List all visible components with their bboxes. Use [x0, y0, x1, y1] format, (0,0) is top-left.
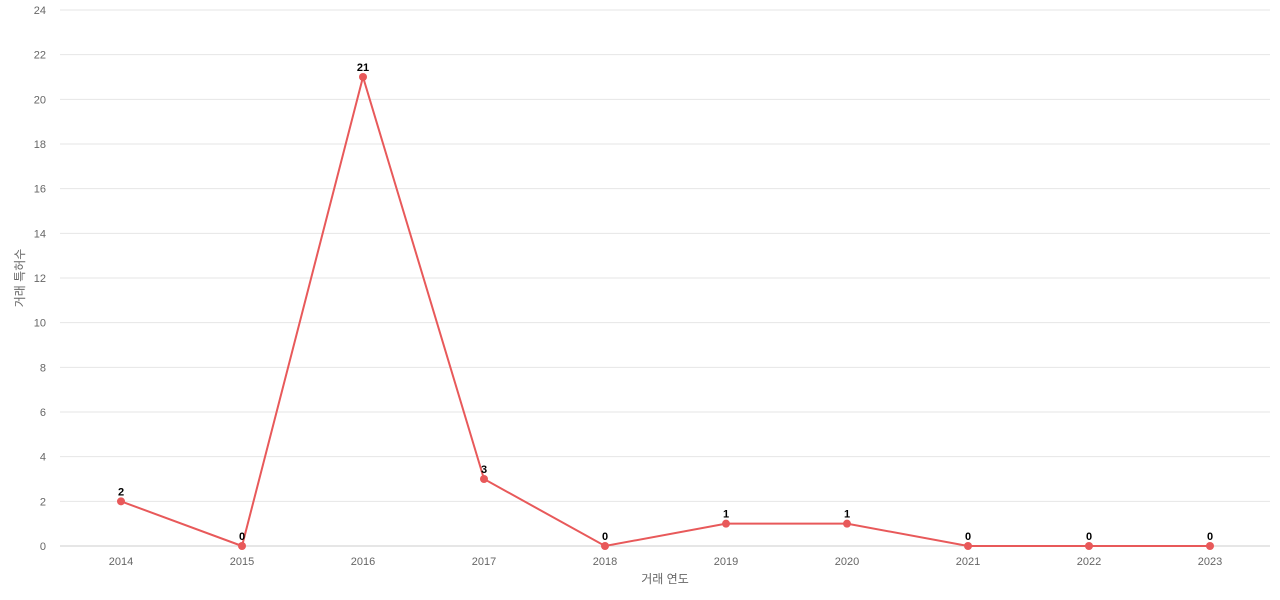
- x-tick-label: 2019: [714, 556, 738, 568]
- gridlines: [60, 9, 1270, 547]
- x-axis-ticks: 2014 2015 2016 2017 2018 2019 2020 2021 2022 2023: [109, 556, 1222, 568]
- data-point[interactable]: [480, 475, 488, 483]
- x-tick-label: 2017: [472, 556, 496, 568]
- data-label: 1: [844, 509, 850, 521]
- y-tick-label: 20: [34, 94, 46, 106]
- data-label: 3: [481, 464, 487, 476]
- y-tick-label: 22: [34, 50, 46, 62]
- x-tick-label: 2021: [956, 556, 980, 568]
- data-point[interactable]: [238, 542, 246, 550]
- y-tick-label: 10: [34, 318, 46, 330]
- series-layer: [117, 73, 1214, 550]
- series-line: [120, 73, 1210, 548]
- y-tick-label: 12: [34, 273, 46, 285]
- data-label: 1: [723, 509, 729, 521]
- x-tick-label: 2016: [351, 556, 375, 568]
- y-tick-label: 6: [40, 407, 46, 419]
- data-label: 0: [965, 531, 971, 543]
- y-axis-title: 거래 특허수: [13, 249, 27, 308]
- data-point[interactable]: [601, 542, 609, 550]
- y-tick-label: 2: [40, 496, 46, 508]
- data-point[interactable]: [964, 542, 972, 550]
- data-label: 0: [1207, 531, 1213, 543]
- data-point[interactable]: [1206, 542, 1214, 550]
- x-tick-label: 2018: [593, 556, 617, 568]
- x-tick-label: 2014: [109, 556, 133, 568]
- data-label: 21: [357, 62, 369, 74]
- x-tick-label: 2015: [230, 556, 254, 568]
- y-tick-label: 24: [34, 5, 46, 17]
- y-tick-label: 18: [34, 139, 46, 151]
- y-tick-label: 14: [34, 228, 46, 240]
- data-label: 0: [239, 531, 245, 543]
- y-tick-label: 0: [40, 541, 46, 553]
- data-point[interactable]: [117, 497, 125, 506]
- x-tick-label: 2022: [1077, 556, 1101, 568]
- data-point[interactable]: [843, 519, 851, 528]
- y-tick-label: 16: [34, 184, 46, 196]
- x-axis-title: 거래 연도: [641, 572, 689, 586]
- x-tick-label: 2023: [1198, 556, 1222, 568]
- data-label: 0: [602, 531, 608, 543]
- y-tick-label: 8: [40, 362, 46, 374]
- data-labels: 2 0 21 3 0 1 1 0 0 0: [118, 62, 1213, 543]
- y-tick-label: 4: [40, 452, 46, 464]
- data-point[interactable]: [722, 519, 730, 528]
- data-point[interactable]: [1085, 542, 1093, 550]
- data-point[interactable]: [359, 73, 367, 81]
- x-tick-label: 2020: [835, 556, 859, 568]
- data-label: 2: [118, 486, 124, 498]
- data-label: 0: [1086, 531, 1092, 543]
